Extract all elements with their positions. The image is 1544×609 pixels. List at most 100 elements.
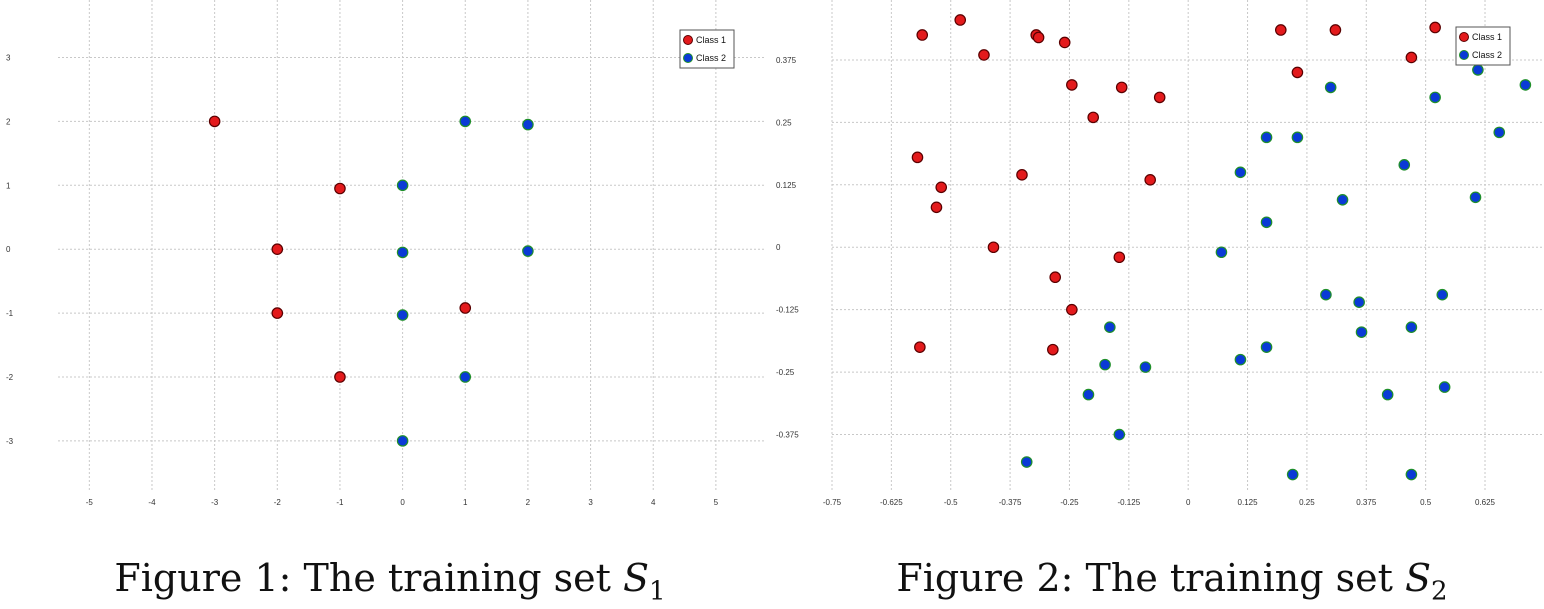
caption-2-sub: 2 bbox=[1431, 576, 1448, 607]
chart0-series-2-point bbox=[396, 435, 409, 447]
chart0-y-tick-label: 0 bbox=[6, 245, 11, 254]
chart1-series-1-point bbox=[1329, 24, 1342, 36]
chart1-series-2-point bbox=[1381, 388, 1394, 401]
chart1-x-tick-label: -0.125 bbox=[1117, 498, 1140, 507]
chart1-series-2-point bbox=[1113, 428, 1126, 441]
chart1-legend-marker-1 bbox=[1459, 32, 1469, 42]
chart0-legend-marker-2 bbox=[683, 53, 693, 63]
chart0-y-tick-label: 2 bbox=[6, 117, 11, 126]
chart1-series-1-point bbox=[1405, 51, 1418, 64]
chart0-legend-label-2: Class 2 bbox=[696, 53, 726, 63]
chart1-series-2-point bbox=[1260, 341, 1273, 353]
chart0-series-1-point bbox=[271, 307, 284, 319]
chart1-series-1-point bbox=[1047, 343, 1059, 356]
chart1-legend-label-2: Class 2 bbox=[1472, 50, 1502, 60]
chart1-series-2-point bbox=[1324, 81, 1337, 94]
chart1-series-1-point bbox=[1066, 303, 1078, 316]
chart0-y-tick-label: 3 bbox=[6, 54, 11, 63]
chart0-legend-marker-1 bbox=[683, 35, 693, 45]
chart0-series-2-point bbox=[522, 245, 534, 257]
chart1-y-tick-label: 0 bbox=[776, 243, 781, 252]
chart1-legend-label-1: Class 1 bbox=[1472, 32, 1502, 42]
chart1-series-1-point bbox=[954, 14, 967, 26]
chart1-series-2-point bbox=[1320, 288, 1332, 301]
chart1-x-tick-label: -0.25 bbox=[1060, 498, 1079, 507]
caption-2-var: S bbox=[1405, 556, 1432, 600]
chart0-series-1-point bbox=[334, 371, 346, 383]
chart1-series-2-point bbox=[1215, 246, 1228, 259]
chart1-series-2-point bbox=[1472, 64, 1484, 76]
chart0-series-1-point bbox=[334, 182, 346, 195]
chart1-series-2-point bbox=[1260, 216, 1273, 229]
chart1-series-1-point bbox=[987, 241, 1000, 254]
chart1-series-2-point bbox=[1405, 321, 1418, 333]
chart0-x-tick-label: -5 bbox=[86, 498, 94, 507]
chart1-x-tick-label: 0 bbox=[1186, 498, 1191, 507]
chart1-series-1-point bbox=[1049, 271, 1062, 284]
chart1-series-1-point bbox=[935, 181, 948, 194]
chart1-series-1-point bbox=[1087, 111, 1100, 124]
chart1-series-2-point bbox=[1286, 468, 1299, 481]
chart1-series-1-point bbox=[1113, 251, 1126, 264]
chart1-x-tick-label: -0.5 bbox=[944, 498, 958, 507]
chart1-series-2-point bbox=[1405, 468, 1418, 481]
chart0-series-2-point bbox=[396, 246, 409, 259]
chart1-series-1-point bbox=[1153, 91, 1166, 104]
chart1-series-1-point bbox=[1429, 21, 1441, 34]
chart0-series-2-point bbox=[396, 179, 409, 192]
scatter-plot-1-canvas: -5 -4 -3 -2 -1 0 1 2 3 4 5 -3 -2 -1 0 1 2 3 Class 1 Class 2 bbox=[6, 0, 766, 507]
chart1-series-2-point bbox=[1519, 79, 1532, 91]
scatter-plot-training-set-2: -0.75 -0.625 -0.5 -0.375 -0.25 -0.125 0 0.125 0.… bbox=[776, 0, 1544, 520]
chart1-series-2-point bbox=[1234, 353, 1247, 366]
chart0-series-2-point bbox=[522, 118, 534, 131]
chart0-x-tick-label: 2 bbox=[526, 498, 531, 507]
caption-1-text: Figure 1: The training set bbox=[114, 556, 623, 600]
chart1-series-1-point bbox=[1032, 31, 1045, 44]
chart1-series-2-point bbox=[1139, 361, 1152, 373]
chart1-series-1-point bbox=[911, 151, 924, 164]
chart1-y-tick-label: -0.125 bbox=[776, 306, 799, 315]
chart1-x-tick-label: 0.5 bbox=[1420, 498, 1432, 507]
chart1-series-1-point bbox=[1066, 79, 1078, 91]
chart0-series-1-point bbox=[208, 115, 221, 128]
chart0-x-tick-label: 4 bbox=[651, 498, 656, 507]
chart1-series-2-point bbox=[1355, 326, 1368, 338]
chart1-x-tick-label: 0.25 bbox=[1299, 498, 1315, 507]
chart1-series-1-point bbox=[1274, 24, 1287, 36]
chart1-series-1-point bbox=[1144, 174, 1156, 186]
chart0-x-tick-label: 1 bbox=[463, 498, 468, 507]
chart0-x-tick-label: -3 bbox=[211, 498, 219, 507]
chart0-series-2-point bbox=[459, 371, 472, 383]
chart0-x-tick-label: -4 bbox=[148, 498, 156, 507]
chart0-y-tick-label: -2 bbox=[6, 373, 14, 382]
scatter-plot-training-set-1: -5 -4 -3 -2 -1 0 1 2 3 4 5 -3 -2 -1 0 1 2 3 Class 1 Class 2 bbox=[0, 0, 770, 520]
chart1-x-tick-label: -0.375 bbox=[999, 498, 1022, 507]
chart0-series-2-point bbox=[396, 309, 409, 321]
chart0-x-tick-label: -1 bbox=[336, 498, 344, 507]
figure-1-caption: Figure 1: The training set S1 bbox=[70, 556, 710, 607]
chart1-series-1-point bbox=[914, 341, 926, 353]
chart1-y-tick-label: -0.25 bbox=[776, 368, 795, 377]
chart0-y-tick-label: 1 bbox=[6, 181, 11, 190]
chart1-x-tick-label: 0.625 bbox=[1475, 498, 1496, 507]
chart0-y-tick-label: -1 bbox=[6, 309, 14, 318]
chart1-series-2-point bbox=[1099, 358, 1111, 371]
chart1-x-tick-label: -0.75 bbox=[823, 498, 842, 507]
chart1-y-tick-label: 0.25 bbox=[776, 118, 792, 127]
chart0-x-tick-label: -2 bbox=[274, 498, 282, 507]
chart1-series-2-point bbox=[1429, 91, 1441, 104]
chart1-y-tick-label: -0.375 bbox=[776, 431, 799, 440]
chart0-y-tick-label: -3 bbox=[6, 437, 14, 446]
chart1-series-1-point bbox=[978, 49, 990, 61]
chart0-x-tick-label: 0 bbox=[400, 498, 405, 507]
chart1-series-2-point bbox=[1436, 288, 1449, 301]
chart0-x-tick-label: 5 bbox=[714, 498, 719, 507]
chart1-series-1-point bbox=[1058, 36, 1071, 49]
chart1-series-2-point bbox=[1438, 381, 1451, 393]
chart1-series-2-point bbox=[1336, 193, 1349, 206]
chart1-x-tick-label: -0.625 bbox=[880, 498, 903, 507]
chart1-series-2-point bbox=[1260, 131, 1273, 144]
chart0-legend-label-1: Class 1 bbox=[696, 35, 726, 45]
chart0-series-1-point bbox=[459, 302, 472, 314]
caption-2-text: Figure 2: The training set bbox=[896, 556, 1405, 600]
